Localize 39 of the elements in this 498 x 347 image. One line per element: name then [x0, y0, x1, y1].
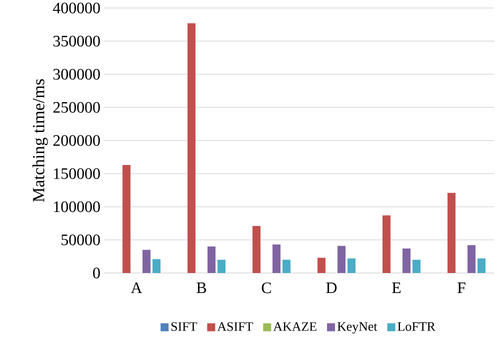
bar	[412, 260, 421, 273]
y-tick-label: 200000	[53, 135, 100, 146]
x-tick-label: A	[130, 282, 142, 294]
legend-label: SIFT	[171, 322, 197, 331]
y-tick-label: 300000	[53, 68, 100, 80]
bar	[142, 250, 150, 273]
y-tick-label: 400000	[52, 2, 100, 14]
bar	[218, 260, 226, 273]
y-axis-title: Matching time/ms	[32, 79, 48, 202]
bar	[252, 226, 261, 273]
bar	[282, 260, 291, 273]
bar	[468, 245, 476, 273]
x-tick-label: B	[196, 282, 206, 294]
bar	[208, 246, 216, 273]
y-tick-label: 250000	[53, 102, 100, 113]
legend-label: AKAZE	[273, 322, 316, 331]
y-tick-label: 100000	[54, 201, 100, 212]
y-tick-label: 350000	[53, 36, 100, 47]
bar	[318, 258, 326, 273]
bar	[448, 192, 456, 273]
legend-label: ASIFT	[217, 322, 253, 331]
bar	[188, 23, 196, 273]
bar	[272, 244, 281, 273]
x-tick-label: F	[458, 282, 466, 293]
bar	[338, 246, 346, 273]
legend-label: KeyNet	[337, 322, 378, 334]
y-tick-label: 0	[93, 268, 100, 278]
x-tick-label: E	[392, 282, 401, 293]
bar	[152, 259, 160, 273]
legend-label: LoFTR	[398, 322, 436, 331]
bar	[402, 248, 411, 273]
y-tick-label: 50000	[62, 234, 100, 246]
bar	[478, 258, 486, 273]
x-tick-label: C	[262, 282, 271, 294]
bar	[122, 165, 130, 273]
x-tick-label: D	[326, 282, 337, 293]
y-tick-label: 150000	[54, 168, 100, 180]
bar	[382, 215, 391, 273]
bar	[348, 258, 356, 273]
